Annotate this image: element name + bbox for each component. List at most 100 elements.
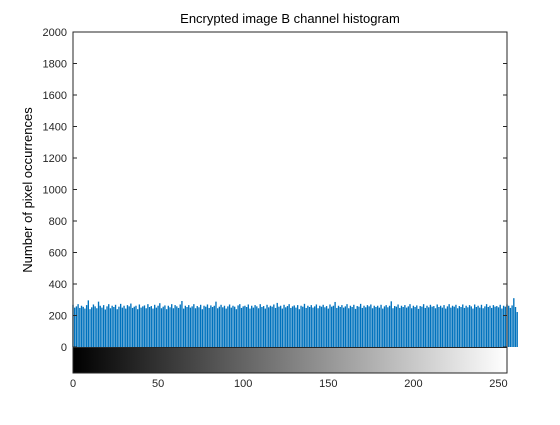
histogram-bar: [320, 306, 323, 347]
histogram-bar: [426, 305, 428, 347]
histogram-bar: [164, 305, 166, 347]
histogram-bar: [191, 306, 193, 347]
histogram-bar: [111, 305, 113, 347]
histogram-bar: [438, 307, 440, 347]
histogram-bar: [172, 308, 175, 347]
histogram-bar: [171, 304, 173, 347]
histogram-bar: [317, 308, 319, 347]
histogram-bar: [244, 305, 246, 347]
histogram-bar: [264, 308, 266, 347]
histogram-bar: [182, 308, 185, 347]
histogram-bar: [356, 306, 358, 347]
histogram-bar: [353, 304, 355, 347]
histogram-bar: [102, 305, 105, 347]
histogram-bar: [428, 307, 430, 347]
histogram-bar: [351, 307, 353, 347]
histogram-bar: [101, 307, 103, 348]
y-tick-label: 400: [49, 279, 67, 291]
histogram-bar: [497, 307, 500, 347]
histogram-bar: [169, 307, 171, 347]
histogram-bar: [99, 305, 101, 347]
histogram-bar: [385, 305, 387, 347]
histogram-bar: [218, 306, 221, 347]
histogram-bar: [339, 307, 341, 347]
histogram-bar: [477, 305, 479, 347]
x-tick-label: 0: [70, 378, 76, 390]
histogram-bar: [310, 305, 312, 347]
histogram-bar: [412, 305, 415, 347]
y-tick-label: 200: [49, 311, 67, 323]
histogram-bar: [397, 304, 399, 347]
histogram-bar: [414, 307, 416, 347]
histogram-bar: [450, 307, 452, 348]
histogram-bar: [300, 305, 302, 347]
histogram-bar: [375, 307, 377, 347]
histogram-bar: [196, 306, 198, 347]
histogram-bar: [470, 306, 472, 347]
histogram-bar: [291, 306, 294, 347]
histogram-bar: [137, 309, 139, 347]
histogram-bar: [276, 302, 278, 347]
histogram-bar: [433, 306, 435, 347]
histogram-bar: [135, 305, 137, 347]
histogram-bar: [502, 305, 505, 347]
histogram-bar: [109, 308, 112, 347]
histogram-bar: [205, 306, 207, 347]
histogram-bar: [395, 306, 398, 347]
histogram-bar: [271, 306, 273, 347]
histogram-bar: [496, 306, 498, 347]
histogram-bar: [387, 307, 389, 347]
histogram-bar: [140, 307, 142, 348]
histogram-bar: [262, 306, 265, 347]
histogram-bar: [460, 307, 462, 347]
histogram-bar: [184, 305, 187, 347]
histogram-bar: [215, 301, 217, 347]
histogram-bar: [116, 309, 118, 347]
histogram-bar: [256, 306, 258, 347]
y-tick-label: 2000: [43, 27, 67, 39]
histogram-bar: [237, 305, 239, 347]
histogram-bar: [509, 307, 512, 347]
histogram-bar: [392, 308, 394, 347]
histogram-bar: [249, 308, 251, 347]
histogram-bar: [203, 305, 205, 347]
histogram-bar: [232, 305, 234, 347]
histogram-bar: [157, 305, 159, 347]
histogram-bar: [119, 303, 122, 347]
histogram-bar: [125, 308, 127, 347]
histogram-bar: [210, 305, 212, 347]
histogram-bar: [404, 305, 406, 347]
x-tick-label: 250: [489, 378, 507, 390]
histogram-bar: [118, 306, 120, 347]
histogram-bar: [77, 304, 79, 347]
histogram-bar: [114, 304, 117, 347]
histogram-bar: [417, 308, 420, 347]
histogram-bar: [307, 305, 309, 347]
histogram-bar: [341, 305, 343, 347]
histogram-bar: [138, 304, 141, 347]
histogram-bar: [75, 306, 78, 347]
histogram-bar: [494, 306, 496, 347]
histogram-bar: [230, 307, 232, 348]
histogram-bar: [257, 308, 260, 347]
histogram-bar: [194, 308, 197, 347]
histogram-bar: [513, 298, 515, 347]
histogram-bar: [147, 304, 149, 347]
histogram-bar: [259, 304, 261, 347]
histogram-bar: [288, 304, 290, 347]
histogram-bar: [472, 308, 474, 347]
histogram-bar: [290, 307, 292, 347]
histogram-bar: [331, 306, 333, 347]
histogram-bar: [446, 306, 449, 347]
histogram-bar: [322, 304, 324, 347]
histogram-bar: [514, 307, 517, 347]
histogram-bar: [336, 307, 338, 347]
histogram-bar: [201, 309, 204, 347]
histogram-bar: [160, 308, 163, 347]
y-axis-label: Number of pixel occurrences: [20, 107, 35, 273]
histogram-bar: [247, 304, 249, 347]
histogram-bar: [480, 304, 483, 347]
x-tick-label: 50: [152, 378, 164, 390]
histogram-bar: [511, 305, 513, 347]
histogram-bar: [281, 308, 284, 347]
